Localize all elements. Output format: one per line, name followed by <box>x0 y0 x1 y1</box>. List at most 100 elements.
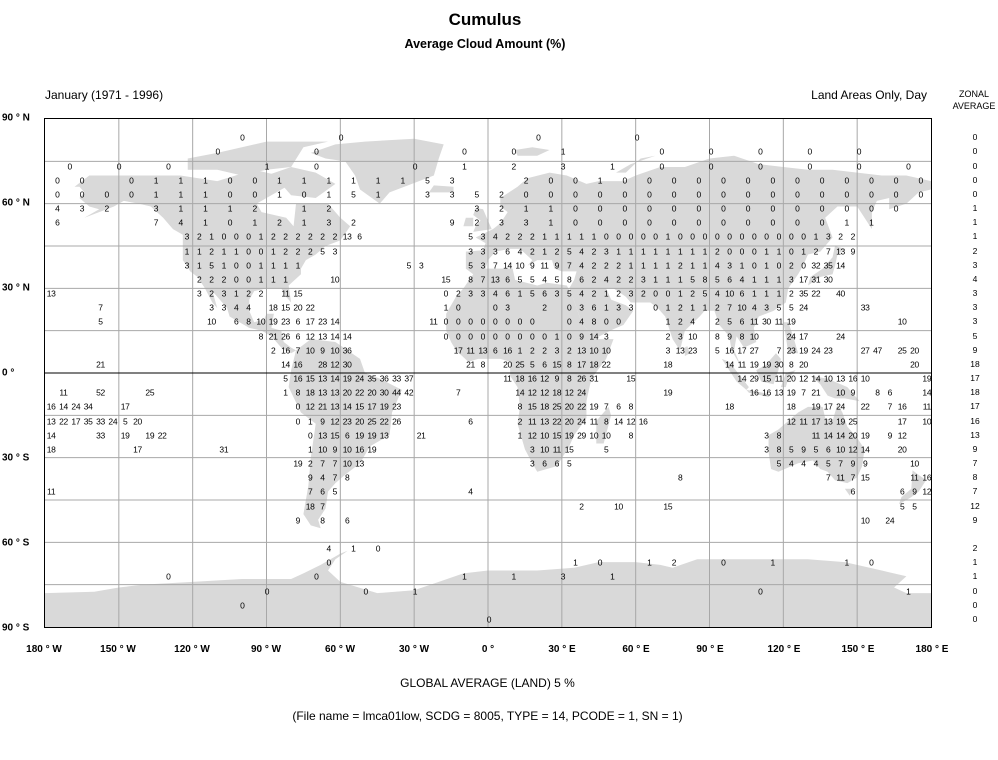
cell-value: 0 <box>616 316 621 327</box>
land-japan <box>807 246 845 286</box>
cell-value: 8 <box>776 430 782 441</box>
cell-value: 16 <box>848 373 858 384</box>
cell-value: 0 <box>104 189 109 200</box>
longitude-label: 90 ° W <box>250 644 282 655</box>
land-australia <box>768 404 865 484</box>
zonal-average-value: 9 <box>972 443 978 454</box>
cell-value: 16 <box>922 472 932 483</box>
cell-value: 1 <box>252 217 257 228</box>
cell-value: 3 <box>825 231 831 242</box>
cell-value: 1 <box>270 274 276 285</box>
cell-value: 25 <box>552 401 562 412</box>
cell-value: 9 <box>320 345 325 356</box>
zonal-average-value: 0 <box>972 174 978 185</box>
longitude-label: 60 ° E <box>622 644 650 655</box>
cell-value: 4 <box>233 302 239 313</box>
cell-value: 6 <box>344 515 350 526</box>
cell-value: 0 <box>455 302 461 313</box>
cell-value: 14 <box>823 430 833 441</box>
cell-value: 1 <box>665 246 671 257</box>
land-greenland <box>310 138 444 204</box>
cell-value: 0 <box>758 161 763 172</box>
cell-value: 0 <box>511 146 516 157</box>
cell-value: 0 <box>566 302 572 313</box>
cell-value: 5 <box>566 288 572 299</box>
cell-value: 0 <box>745 189 751 200</box>
graticule <box>45 119 931 627</box>
cell-value: 33 <box>96 416 105 427</box>
cell-value: 5 <box>98 316 103 327</box>
cell-value: 0 <box>301 189 307 200</box>
cell-value: 0 <box>807 146 812 157</box>
cell-value: 0 <box>573 203 578 214</box>
cell-value: 4 <box>714 260 720 271</box>
cell-value: 4 <box>320 472 325 483</box>
zonal-average-value: 0 <box>972 146 978 157</box>
cell-value: 5 <box>283 373 288 384</box>
cell-value: 19 <box>367 444 377 455</box>
longitude-label: 180 ° E <box>915 644 949 655</box>
cell-value: 12 <box>527 387 537 398</box>
cell-value: 1 <box>665 316 671 327</box>
land-north-america <box>74 169 351 354</box>
cell-value: 6 <box>579 274 584 285</box>
land-sulawesi <box>780 370 796 388</box>
cell-value: 36 <box>379 373 389 384</box>
cell-value: 1 <box>560 146 566 157</box>
cell-value: 14 <box>59 401 68 412</box>
cell-value: 5 <box>603 444 609 455</box>
cell-value: 6 <box>357 231 362 242</box>
cell-value: 9 <box>887 430 893 441</box>
cell-value: 0 <box>671 217 677 228</box>
cell-value: 34 <box>83 401 93 412</box>
cell-value: 0 <box>677 231 683 242</box>
cell-value: 14 <box>614 416 623 427</box>
cell-value: 9 <box>801 444 806 455</box>
cell-value: 6 <box>554 458 560 469</box>
cell-value: 1 <box>597 175 603 186</box>
cell-value: 7 <box>825 246 831 257</box>
cell-value: 6 <box>492 345 498 356</box>
cell-value: 17 <box>367 401 377 412</box>
cell-value: 1 <box>178 203 183 214</box>
cell-value: 5 <box>714 274 720 285</box>
cell-value: 3 <box>425 189 430 200</box>
cell-value: 0 <box>653 288 658 299</box>
cell-value: 0 <box>240 132 245 143</box>
cell-value: 0 <box>79 175 85 186</box>
cell-value: 5 <box>912 501 917 512</box>
land-iceland <box>428 185 454 193</box>
cell-value: 2 <box>838 231 843 242</box>
cell-value: 30 <box>774 359 784 370</box>
cell-value: 4 <box>739 274 745 285</box>
zonal-average-value: 0 <box>972 188 978 199</box>
cell-value: 2 <box>566 345 572 356</box>
cell-value: 2 <box>499 203 504 214</box>
land-arctic-islands <box>187 141 329 176</box>
cell-value: 10 <box>860 373 870 384</box>
cell-value: 2 <box>603 260 609 271</box>
cell-value: 17 <box>799 274 808 285</box>
cell-value: 25 <box>897 345 907 356</box>
zonal-average-value: 8 <box>972 472 978 483</box>
land-novaya-zemlya <box>615 155 656 173</box>
cell-value: 0 <box>647 175 652 186</box>
cell-value: 1 <box>209 231 214 242</box>
cell-value: 24 <box>71 401 81 412</box>
cell-value: 2 <box>209 288 214 299</box>
cell-value: 15 <box>355 401 364 412</box>
cell-value: 24 <box>811 345 821 356</box>
cell-value: 4 <box>751 302 757 313</box>
cell-value: 2 <box>677 316 683 327</box>
cell-value: 0 <box>492 302 498 313</box>
cell-value: 25 <box>515 359 525 370</box>
cell-value: 13 <box>342 231 352 242</box>
cell-value: 24 <box>836 401 845 412</box>
cell-value: 13 <box>774 387 784 398</box>
cell-value: 2 <box>591 274 597 285</box>
cell-value: 1 <box>751 288 757 299</box>
cell-value: 2 <box>813 246 819 257</box>
cell-value: 3 <box>788 274 794 285</box>
cell-value: 26 <box>281 331 290 342</box>
cell-value: 25 <box>145 387 155 398</box>
